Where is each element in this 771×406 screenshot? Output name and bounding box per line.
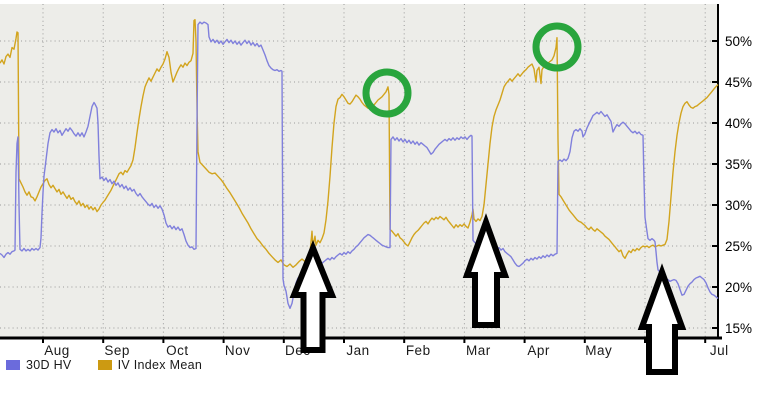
x-month-label: Aug: [44, 343, 70, 358]
y-tick-label: 50%: [725, 34, 752, 49]
legend: 30D HV IV Index Mean: [6, 357, 220, 373]
x-month-label: Apr: [527, 343, 550, 358]
y-tick-label: 40%: [725, 116, 752, 131]
plot-background: [0, 4, 718, 338]
legend-label-iv-index-mean: IV Index Mean: [117, 358, 203, 372]
y-tick-label: 30%: [725, 198, 752, 213]
x-month-label: Nov: [225, 343, 251, 358]
y-tick-label: 25%: [725, 239, 752, 254]
legend-entry-30d-hv: 30D HV: [6, 358, 72, 372]
x-month-label: Mar: [466, 343, 491, 358]
x-month-label: Jan: [346, 343, 369, 358]
highlight-circle-icon: [532, 22, 582, 72]
up-arrow-icon: [637, 263, 687, 375]
x-month-label: Sep: [104, 343, 130, 358]
up-arrow-icon: [462, 213, 510, 328]
x-month-label: Feb: [406, 343, 431, 358]
y-tick-label: 35%: [725, 157, 752, 172]
legend-label-30d-hv: 30D HV: [26, 358, 72, 372]
series-line-30d-hv: [0, 21, 719, 309]
y-tick-label: 45%: [725, 75, 752, 90]
legend-swatch-iv-index-mean: [97, 360, 112, 370]
y-tick-label: 15%: [725, 321, 752, 336]
x-month-label: Oct: [166, 343, 189, 358]
x-month-label: May: [585, 343, 612, 358]
highlight-circle-icon: [362, 68, 412, 118]
legend-swatch-30d-hv: [6, 360, 20, 370]
y-tick-label: 20%: [725, 280, 752, 295]
x-month-label: Jul: [710, 343, 729, 358]
up-arrow-icon: [289, 239, 337, 353]
legend-entry-iv-index-mean: IV Index Mean: [97, 358, 203, 372]
